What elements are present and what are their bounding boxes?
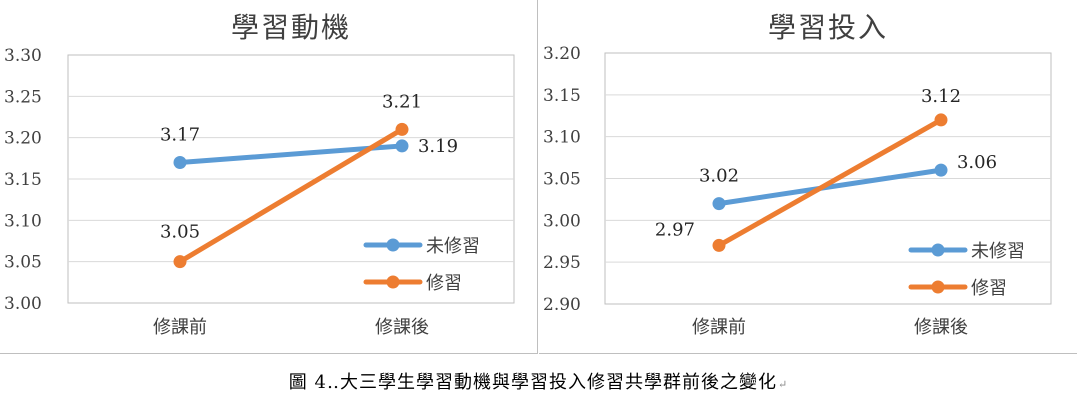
data-label: 3.06 <box>957 152 997 173</box>
data-point <box>173 155 187 169</box>
series-line <box>716 167 944 207</box>
data-point <box>395 139 409 153</box>
chart-panel-engagement: 2.90 2.95 3.00 3.05 3.10 3.15 3.20 學習投入修課前 修課後 3.… <box>539 0 1077 354</box>
legend-marker <box>386 275 400 289</box>
data-point <box>395 122 409 136</box>
legend-marker <box>931 280 945 294</box>
x-tick-label: 修課後 <box>914 317 968 338</box>
y-tick-label: 3.20 <box>543 44 581 64</box>
x-tick-label: 修課前 <box>692 317 746 338</box>
data-point <box>934 113 948 127</box>
data-point <box>934 163 948 177</box>
legend-marker <box>931 243 945 257</box>
data-point <box>712 197 726 211</box>
legend-label: 修習 <box>426 273 462 294</box>
y-tick-label: 2.90 <box>543 295 581 315</box>
data-label: 3.17 <box>160 124 200 145</box>
x-tick-label: 修課後 <box>375 317 429 338</box>
figure-caption: 圖 4‥大三學生學習動機與學習投入修習共學群前後之變化↵ <box>0 368 1077 394</box>
chart-panel-motivation: 3.00 3.05 3.10 3.15 3.20 3.25 3.30 學習動機修課前 修課後 3.… <box>0 0 538 354</box>
y-tick-label: 2.95 <box>543 253 581 273</box>
figure-caption-text: 圖 4‥大三學生學習動機與學習投入修習共學群前後之變化 <box>288 372 777 393</box>
legend-marker <box>386 238 400 252</box>
chart-title: 學習投入 <box>768 11 888 44</box>
return-mark: ↵ <box>777 378 789 391</box>
y-tick-label: 3.10 <box>4 211 42 231</box>
y-tick-label: 3.05 <box>543 170 581 190</box>
data-label: 2.97 <box>655 219 695 240</box>
data-label: 3.12 <box>921 86 961 107</box>
data-label: 3.05 <box>160 222 200 243</box>
legend-label: 未修習 <box>426 236 480 257</box>
legend-label: 未修習 <box>971 241 1025 262</box>
legend-label: 修習 <box>971 278 1007 299</box>
y-tick-label: 3.20 <box>4 129 42 149</box>
y-tick-label: 3.30 <box>4 46 42 66</box>
y-tick-label: 3.00 <box>543 211 581 231</box>
data-point <box>173 255 187 269</box>
data-point <box>712 238 726 252</box>
x-tick-label: 修課前 <box>153 317 207 338</box>
chart-title: 學習動機 <box>231 11 351 44</box>
y-tick-label: 3.25 <box>4 87 42 107</box>
series-line <box>177 126 405 265</box>
series-line <box>716 117 944 248</box>
y-tick-label: 3.15 <box>4 170 42 190</box>
data-label: 3.21 <box>382 91 422 112</box>
data-label: 3.02 <box>699 166 739 187</box>
y-tick-label: 3.00 <box>4 294 42 314</box>
y-tick-label: 3.15 <box>543 86 581 106</box>
y-tick-label: 3.05 <box>4 253 42 273</box>
y-tick-label: 3.10 <box>543 128 581 148</box>
data-label: 3.19 <box>418 136 458 157</box>
